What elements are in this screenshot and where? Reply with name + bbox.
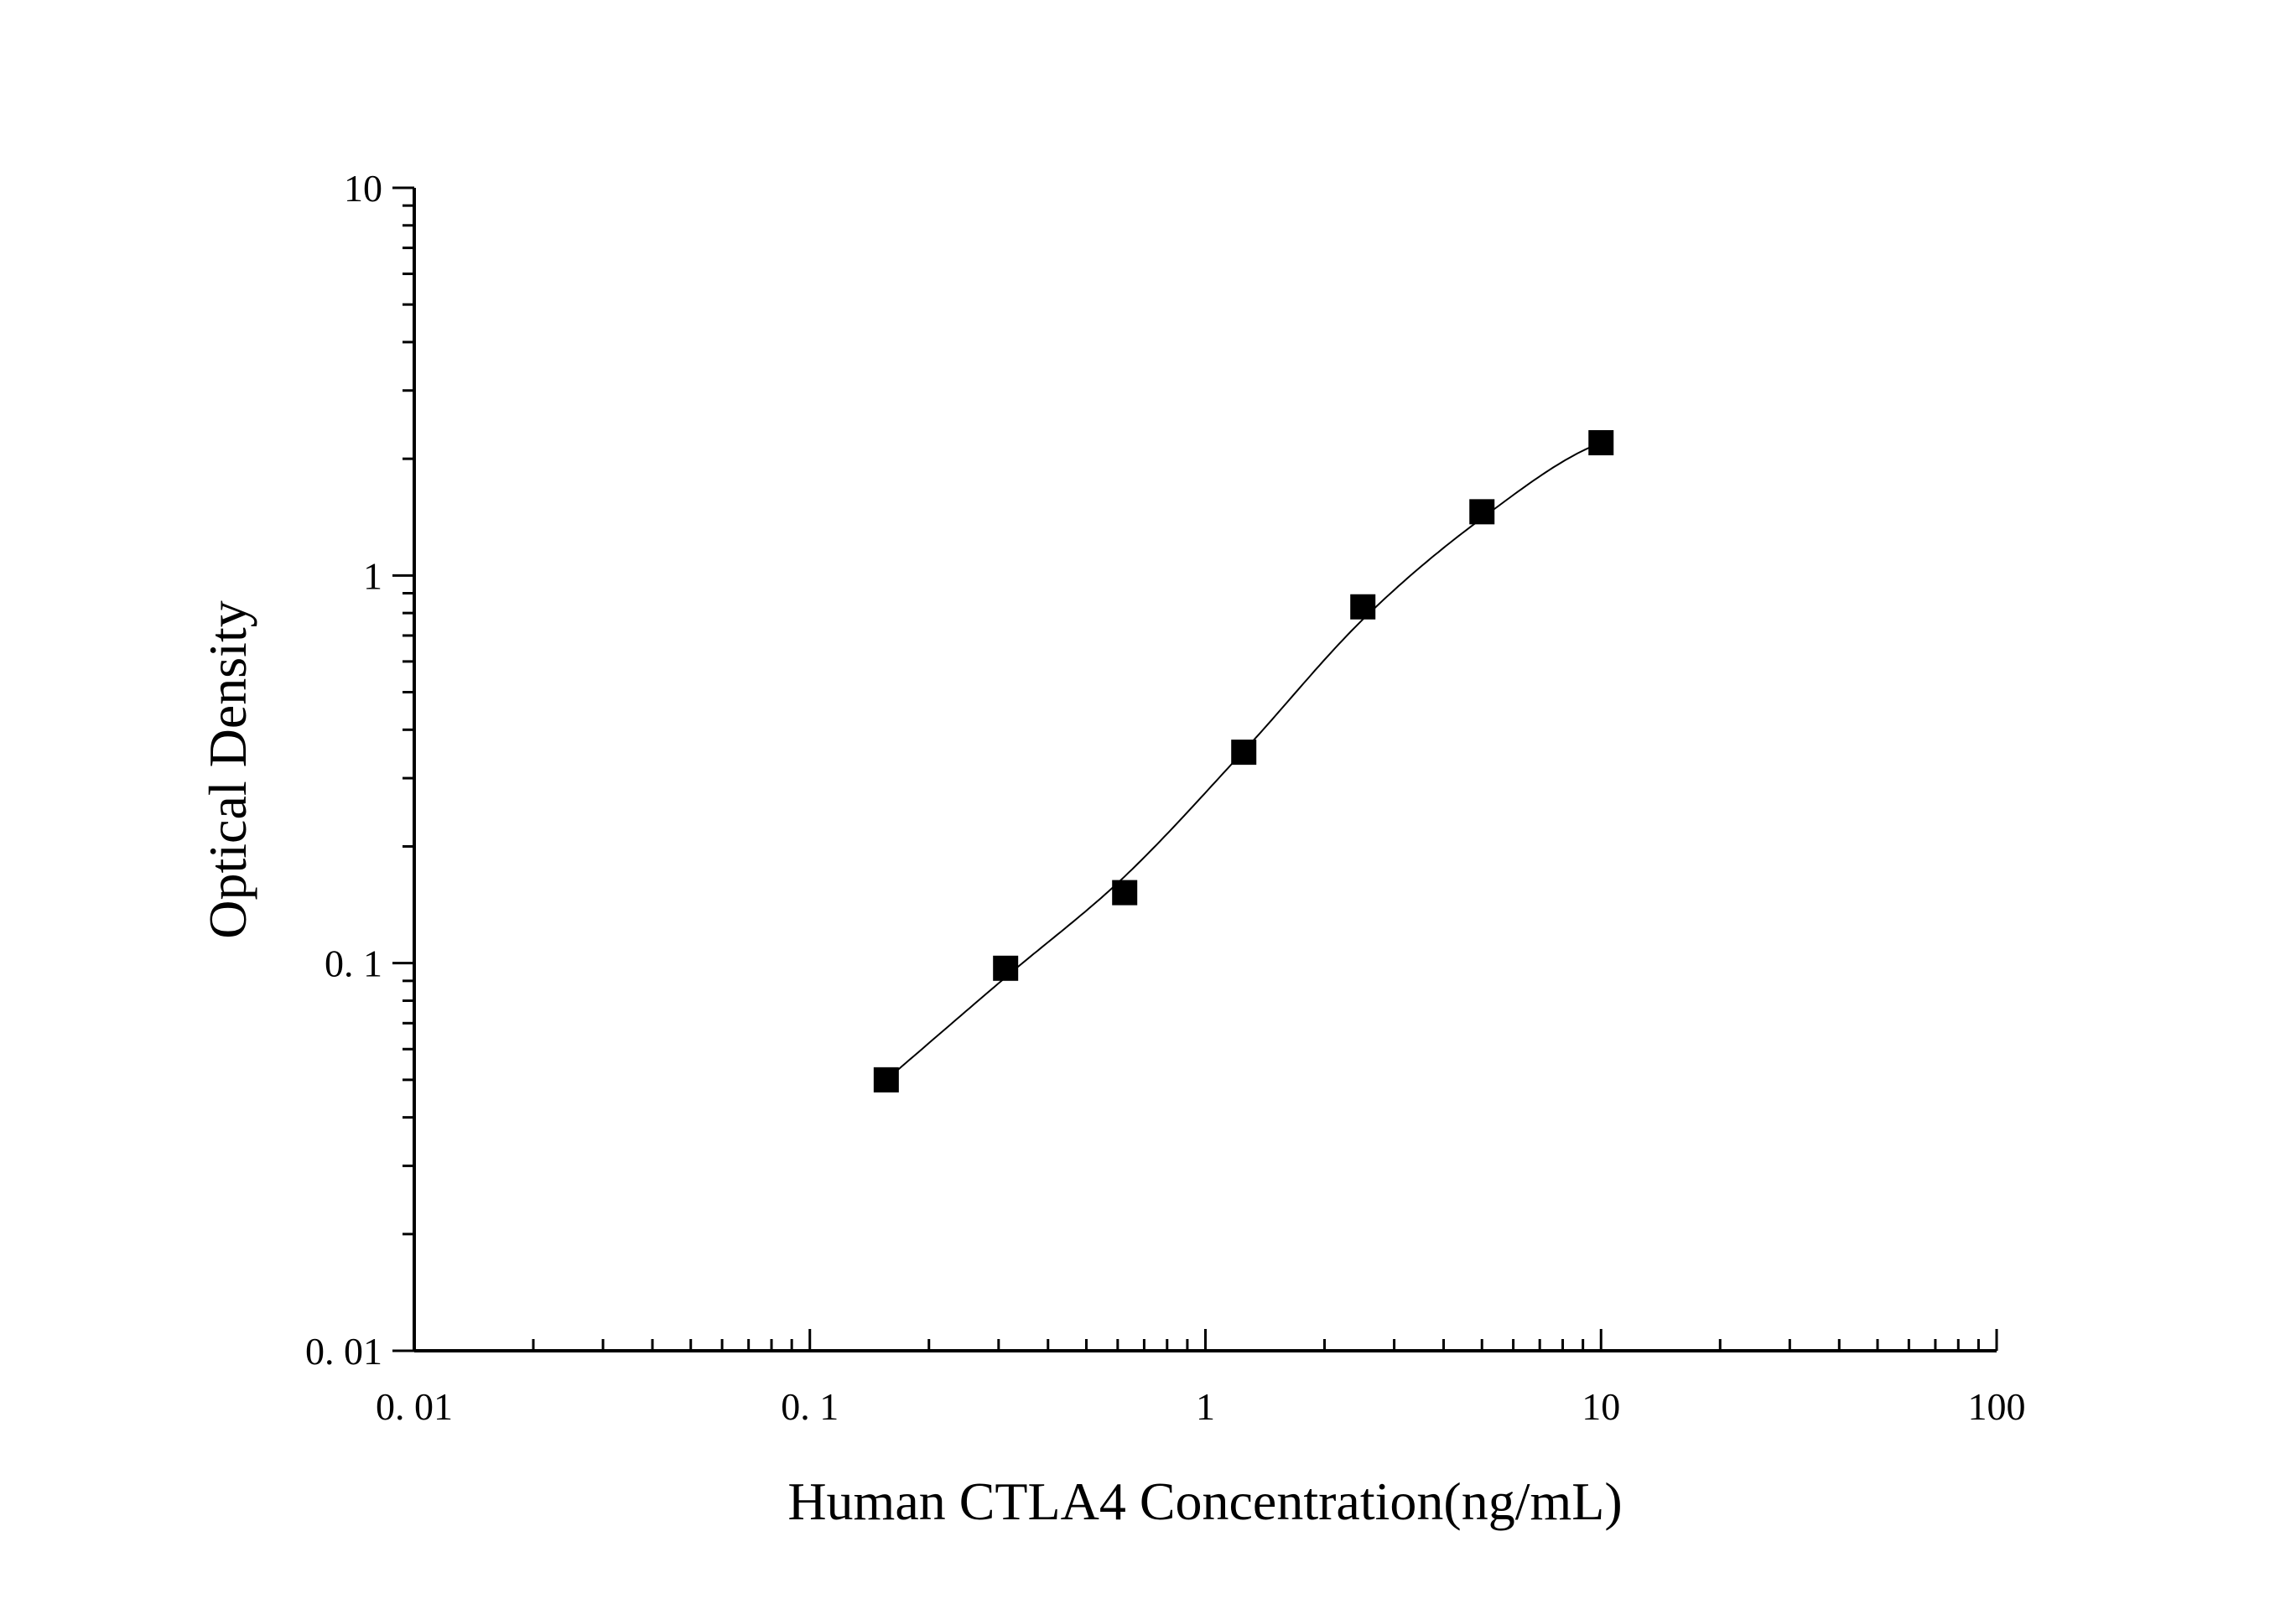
x-ticks [413, 1329, 1998, 1351]
y-tick-label: 0. 1 [325, 942, 382, 985]
y-tick-labels: 0. 01 0. 1 1 10 [305, 167, 382, 1373]
data-point [1350, 594, 1376, 620]
x-tick-label: 0. 01 [376, 1385, 453, 1428]
data-point [873, 1067, 899, 1093]
x-tick-label: 0. 1 [781, 1385, 839, 1428]
x-tick-label: 100 [1968, 1385, 2026, 1428]
x-axis-title: Human CTLA4 Concentration(ng/mL) [787, 1472, 1622, 1531]
y-tick-label: 1 [363, 554, 382, 597]
x-tick-labels: 0. 01 0. 1 1 10 100 [376, 1385, 2026, 1428]
data-point [993, 955, 1019, 981]
x-tick-label: 10 [1582, 1385, 1620, 1428]
data-point [1469, 499, 1495, 525]
y-axis-title: Optical Density [198, 600, 257, 938]
axes [413, 188, 1997, 1352]
y-ticks [392, 186, 414, 1352]
data-points [873, 430, 1614, 1093]
y-tick-label: 10 [344, 167, 382, 210]
y-tick-label: 0. 01 [305, 1330, 382, 1373]
data-point [1112, 880, 1138, 906]
x-tick-label: 1 [1196, 1385, 1215, 1428]
data-point [1588, 430, 1614, 456]
data-point [1231, 740, 1257, 766]
